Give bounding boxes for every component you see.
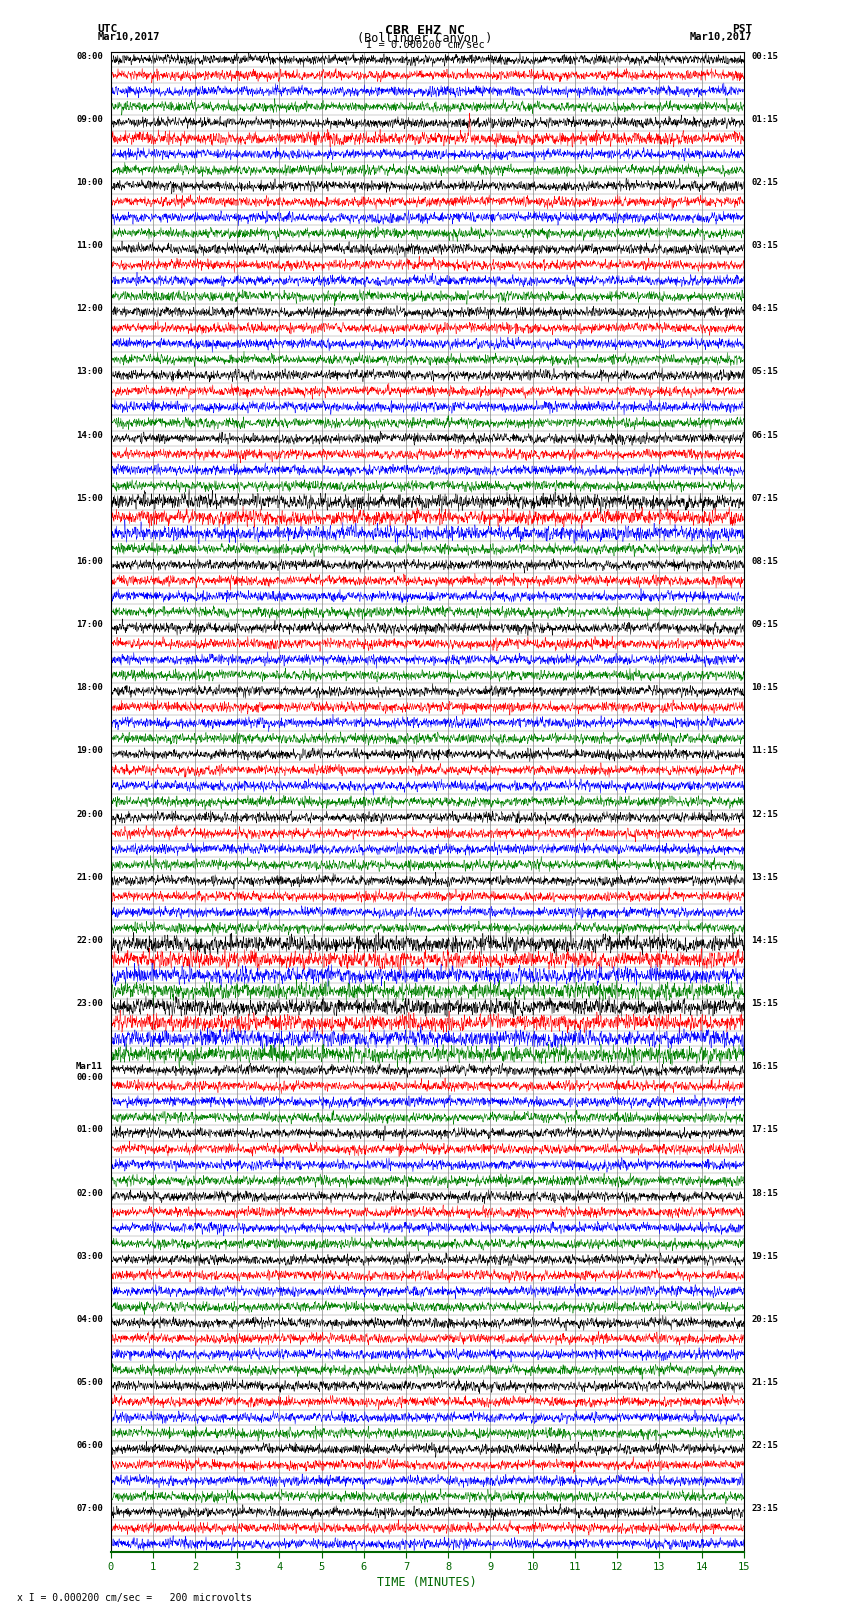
Text: 04:00: 04:00 [76,1315,103,1324]
Text: 23:15: 23:15 [751,1505,779,1513]
Text: 17:00: 17:00 [76,619,103,629]
Text: 19:00: 19:00 [76,747,103,755]
Text: 15:00: 15:00 [76,494,103,503]
Text: 22:00: 22:00 [76,936,103,945]
Text: 04:15: 04:15 [751,305,779,313]
Text: 02:15: 02:15 [751,177,779,187]
Text: 01:00: 01:00 [76,1126,103,1134]
Text: PST: PST [732,24,752,34]
Text: 06:15: 06:15 [751,431,779,440]
Text: 23:00: 23:00 [76,998,103,1008]
Text: 21:00: 21:00 [76,873,103,882]
Text: 20:00: 20:00 [76,810,103,818]
Text: 01:15: 01:15 [751,115,779,124]
Text: 09:00: 09:00 [76,115,103,124]
Text: 16:15: 16:15 [751,1063,779,1071]
Text: 12:15: 12:15 [751,810,779,818]
Text: 07:00: 07:00 [76,1505,103,1513]
Text: 12:00: 12:00 [76,305,103,313]
Text: 19:15: 19:15 [751,1252,779,1261]
Text: I = 0.000200 cm/sec: I = 0.000200 cm/sec [366,40,484,50]
Text: 10:00: 10:00 [76,177,103,187]
X-axis label: TIME (MINUTES): TIME (MINUTES) [377,1576,477,1589]
Text: 08:00: 08:00 [76,52,103,61]
Text: 15:15: 15:15 [751,998,779,1008]
Text: 03:00: 03:00 [76,1252,103,1261]
Text: 22:15: 22:15 [751,1440,779,1450]
Text: (Bollinger Canyon ): (Bollinger Canyon ) [357,32,493,45]
Text: 06:00: 06:00 [76,1440,103,1450]
Text: 13:00: 13:00 [76,368,103,376]
Text: UTC: UTC [98,24,118,34]
Text: 18:00: 18:00 [76,684,103,692]
Text: 17:15: 17:15 [751,1126,779,1134]
Text: x I = 0.000200 cm/sec =   200 microvolts: x I = 0.000200 cm/sec = 200 microvolts [17,1594,252,1603]
Text: 13:15: 13:15 [751,873,779,882]
Text: CBR EHZ NC: CBR EHZ NC [385,24,465,37]
Text: Mar11
00:00: Mar11 00:00 [76,1063,103,1082]
Text: 16:00: 16:00 [76,556,103,566]
Text: 10:15: 10:15 [751,684,779,692]
Text: 14:15: 14:15 [751,936,779,945]
Text: 20:15: 20:15 [751,1315,779,1324]
Text: 07:15: 07:15 [751,494,779,503]
Text: 21:15: 21:15 [751,1378,779,1387]
Text: 05:15: 05:15 [751,368,779,376]
Text: 03:15: 03:15 [751,240,779,250]
Text: Mar10,2017: Mar10,2017 [98,32,161,42]
Text: 11:00: 11:00 [76,240,103,250]
Text: 09:15: 09:15 [751,619,779,629]
Text: 02:00: 02:00 [76,1189,103,1197]
Text: 11:15: 11:15 [751,747,779,755]
Text: 14:00: 14:00 [76,431,103,440]
Text: 00:15: 00:15 [751,52,779,61]
Text: Mar10,2017: Mar10,2017 [689,32,752,42]
Text: 05:00: 05:00 [76,1378,103,1387]
Text: 08:15: 08:15 [751,556,779,566]
Text: 18:15: 18:15 [751,1189,779,1197]
